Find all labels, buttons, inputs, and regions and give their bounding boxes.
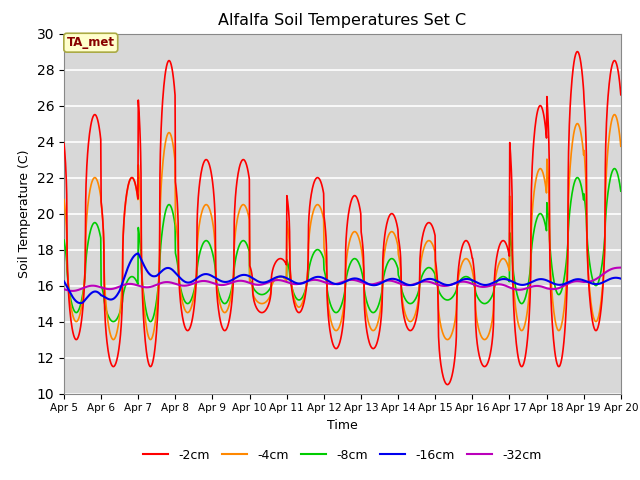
Y-axis label: Soil Temperature (C): Soil Temperature (C) [18,149,31,278]
-16cm [552,281,559,287]
-4cm [429,242,436,248]
-8cm [551,284,559,289]
-16cm [429,276,437,282]
Line: -8cm: -8cm [64,168,621,322]
Legend: -2cm, -4cm, -8cm, -16cm, -32cm: -2cm, -4cm, -8cm, -16cm, -32cm [138,444,547,467]
-8cm [611,166,618,171]
-2cm [246,264,254,270]
Text: TA_met: TA_met [67,36,115,49]
-2cm [170,83,178,89]
-2cm [444,382,451,387]
-32cm [184,282,192,288]
-4cm [246,279,254,285]
-16cm [172,270,179,276]
-8cm [184,300,192,306]
Title: Alfalfa Soil Temperatures Set C: Alfalfa Soil Temperatures Set C [218,13,467,28]
-32cm [68,288,76,294]
-32cm [429,280,437,286]
Line: -2cm: -2cm [64,52,621,384]
-32cm [246,280,254,286]
-4cm [617,144,625,149]
Line: -16cm: -16cm [64,253,621,303]
-4cm [551,317,559,323]
-4cm [444,336,451,342]
-4cm [502,258,509,264]
X-axis label: Time: Time [327,419,358,432]
-4cm [60,197,68,203]
-8cm [60,237,68,243]
-32cm [502,283,509,288]
-8cm [109,319,117,324]
-16cm [76,300,84,306]
-2cm [573,49,581,55]
-16cm [247,274,255,280]
-8cm [171,219,179,225]
-2cm [617,92,625,97]
Line: -4cm: -4cm [64,115,621,339]
-16cm [60,278,68,284]
-2cm [429,225,436,230]
-2cm [184,328,191,334]
-32cm [617,264,625,270]
-2cm [60,140,68,146]
-8cm [502,275,509,280]
-4cm [184,310,191,315]
-16cm [185,280,193,286]
-2cm [551,350,559,356]
-32cm [60,286,68,292]
-2cm [502,240,509,246]
-4cm [611,112,618,118]
-16cm [617,276,625,281]
-4cm [170,151,178,156]
-8cm [429,268,437,274]
-16cm [134,251,141,256]
Line: -32cm: -32cm [64,267,621,291]
-32cm [171,281,179,287]
-32cm [551,286,559,292]
-8cm [246,278,254,284]
-16cm [502,276,510,282]
-8cm [617,188,625,194]
